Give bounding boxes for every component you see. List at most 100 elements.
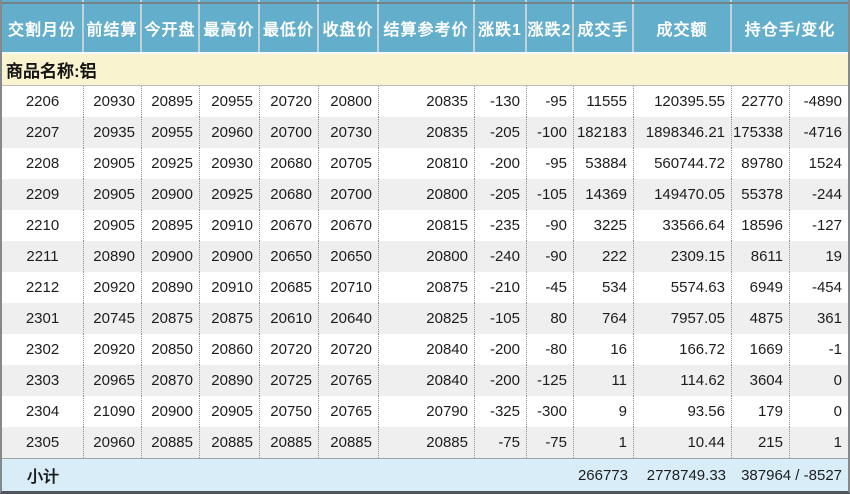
cell-prev-settle: 20935 [84, 117, 142, 148]
cell-change1: -240 [475, 241, 527, 272]
cell-turnover: 120395.55 [634, 86, 732, 117]
cell-high: 20885 [200, 427, 260, 458]
cell-settle-ref: 20800 [379, 241, 475, 272]
cell-open-interest: 175338 [732, 117, 790, 148]
table-row[interactable]: 2208 20905 20925 20930 20680 20705 20810 -200 -9… [2, 148, 848, 179]
table-row[interactable]: 2303 20965 20870 20890 20725 20765 20840 -200 -1… [2, 365, 848, 396]
cell-change2: -45 [527, 272, 574, 303]
cell-open: 20885 [142, 427, 200, 458]
cell-volume: 534 [574, 272, 634, 303]
cell-oi-change: -244 [811, 186, 842, 203]
cell-open-interest: 4875 [732, 303, 790, 334]
cell-oi-change: 1 [833, 434, 842, 451]
subtotal-volume: 266773 [577, 466, 628, 484]
table-row[interactable]: 2206 20930 20895 20955 20720 20800 20835 -130 -9… [2, 86, 848, 117]
header-top-strip-cell [732, 0, 848, 2]
cell-change1: -200 [475, 334, 527, 365]
table-row[interactable]: 2210 20905 20895 20910 20670 20670 20815 -235 -9… [2, 210, 848, 241]
cell-oi-change: 0 [833, 372, 842, 389]
table-row[interactable]: 2305 20960 20885 20885 20885 20885 20885 -75 -75… [2, 427, 848, 458]
header-top-strip-cell [475, 0, 527, 2]
cell-change2: -100 [527, 117, 574, 148]
cell-open-interest: 1669 [732, 334, 790, 365]
header-top-strip-cell [200, 0, 260, 2]
header-close: 收盘价 [319, 4, 379, 52]
cell-low: 20670 [260, 210, 319, 241]
cell-open-interest: 6949 [732, 272, 790, 303]
cell-close: 20650 [319, 241, 379, 272]
cell-oi-change: 19 [825, 248, 842, 265]
cell-high: 20910 [200, 210, 260, 241]
header-top-strip-cell [527, 0, 574, 2]
cell-close: 20710 [319, 272, 379, 303]
cell-oi-change: -1 [828, 341, 842, 358]
cell-turnover: 166.72 [634, 334, 732, 365]
cell-oi-change: -127 [811, 217, 842, 234]
cell-close: 20885 [319, 427, 379, 458]
table-row[interactable]: 2304 21090 20900 20905 20750 20765 20790 -325 -3… [2, 396, 848, 427]
cell-settle-ref: 20885 [379, 427, 475, 458]
cell-volume: 9 [574, 396, 634, 427]
cell-change1: -205 [475, 179, 527, 210]
cell-prev-settle: 20745 [84, 303, 142, 334]
cell-volume: 16 [574, 334, 634, 365]
cell-prev-settle: 20965 [84, 365, 142, 396]
cell-open: 20895 [142, 210, 200, 241]
cell-close: 20705 [319, 148, 379, 179]
cell-month: 2208 [2, 148, 84, 179]
header-turnover: 成交额 [634, 4, 732, 52]
subtotal-label: 小计 [26, 469, 59, 486]
cell-oi-change: 361 [816, 310, 842, 327]
cell-open-interest: 3604 [732, 365, 790, 396]
cell-turnover: 5574.63 [634, 272, 732, 303]
cell-turnover: 33566.64 [634, 210, 732, 241]
cell-open-interest: 55378 [732, 179, 790, 210]
table-row[interactable]: 2301 20745 20875 20875 20610 20640 20825 -105 80… [2, 303, 848, 334]
header-divider-line [2, 2, 848, 4]
table-row[interactable]: 2209 20905 20900 20925 20680 20700 20800 -205 -1… [2, 179, 848, 210]
header-open: 今开盘 [142, 4, 200, 52]
product-name-row: 商品名称:铝 [2, 54, 848, 86]
cell-open: 20890 [142, 272, 200, 303]
cell-high: 20890 [200, 365, 260, 396]
cell-month: 2211 [2, 241, 84, 272]
cell-low: 20720 [260, 86, 319, 117]
cell-settle-ref: 20815 [379, 210, 475, 241]
cell-prev-settle: 20905 [84, 148, 142, 179]
cell-high: 20925 [200, 179, 260, 210]
cell-change1: -200 [475, 365, 527, 396]
cell-turnover: 114.62 [634, 365, 732, 396]
cell-high: 20930 [200, 148, 260, 179]
cell-prev-settle: 20930 [84, 86, 142, 117]
header-top-strip [2, 0, 848, 2]
cell-settle-ref: 20810 [379, 148, 475, 179]
table-row[interactable]: 2211 20890 20900 20900 20650 20650 20800 -240 -9… [2, 241, 848, 272]
header-change2: 涨跌2 [527, 4, 574, 52]
cell-change1: -205 [475, 117, 527, 148]
cell-open: 20900 [142, 396, 200, 427]
cell-settle-ref: 20835 [379, 117, 475, 148]
cell-settle-ref: 20835 [379, 86, 475, 117]
cell-open-interest: 179 [732, 396, 790, 427]
subtotal-turnover: 2778749.33 [646, 466, 726, 484]
cell-settle-ref: 20840 [379, 334, 475, 365]
cell-open-interest: 8611 [732, 241, 790, 272]
subtotal-row: 小计 266773 2778749.33 387964 / -8527 [2, 458, 848, 491]
cell-open: 20870 [142, 365, 200, 396]
table-row[interactable]: 2207 20935 20955 20960 20700 20730 20835 -205 -1… [2, 117, 848, 148]
cell-change2: -95 [527, 148, 574, 179]
cell-high: 20875 [200, 303, 260, 334]
subtotal-spacer [84, 459, 574, 491]
cell-change2: -75 [527, 427, 574, 458]
header-top-strip-cell [260, 0, 319, 2]
table-row[interactable]: 2302 20920 20850 20860 20720 20720 20840 -200 -8… [2, 334, 848, 365]
cell-close: 20720 [319, 334, 379, 365]
cell-month: 2206 [2, 86, 84, 117]
cell-open: 20850 [142, 334, 200, 365]
cell-volume: 53884 [574, 148, 634, 179]
header-volume: 成交手 [574, 4, 634, 52]
cell-low: 20885 [260, 427, 319, 458]
cell-prev-settle: 20890 [84, 241, 142, 272]
table-row[interactable]: 2212 20920 20890 20910 20685 20710 20875 -210 -4… [2, 272, 848, 303]
cell-low: 20720 [260, 334, 319, 365]
